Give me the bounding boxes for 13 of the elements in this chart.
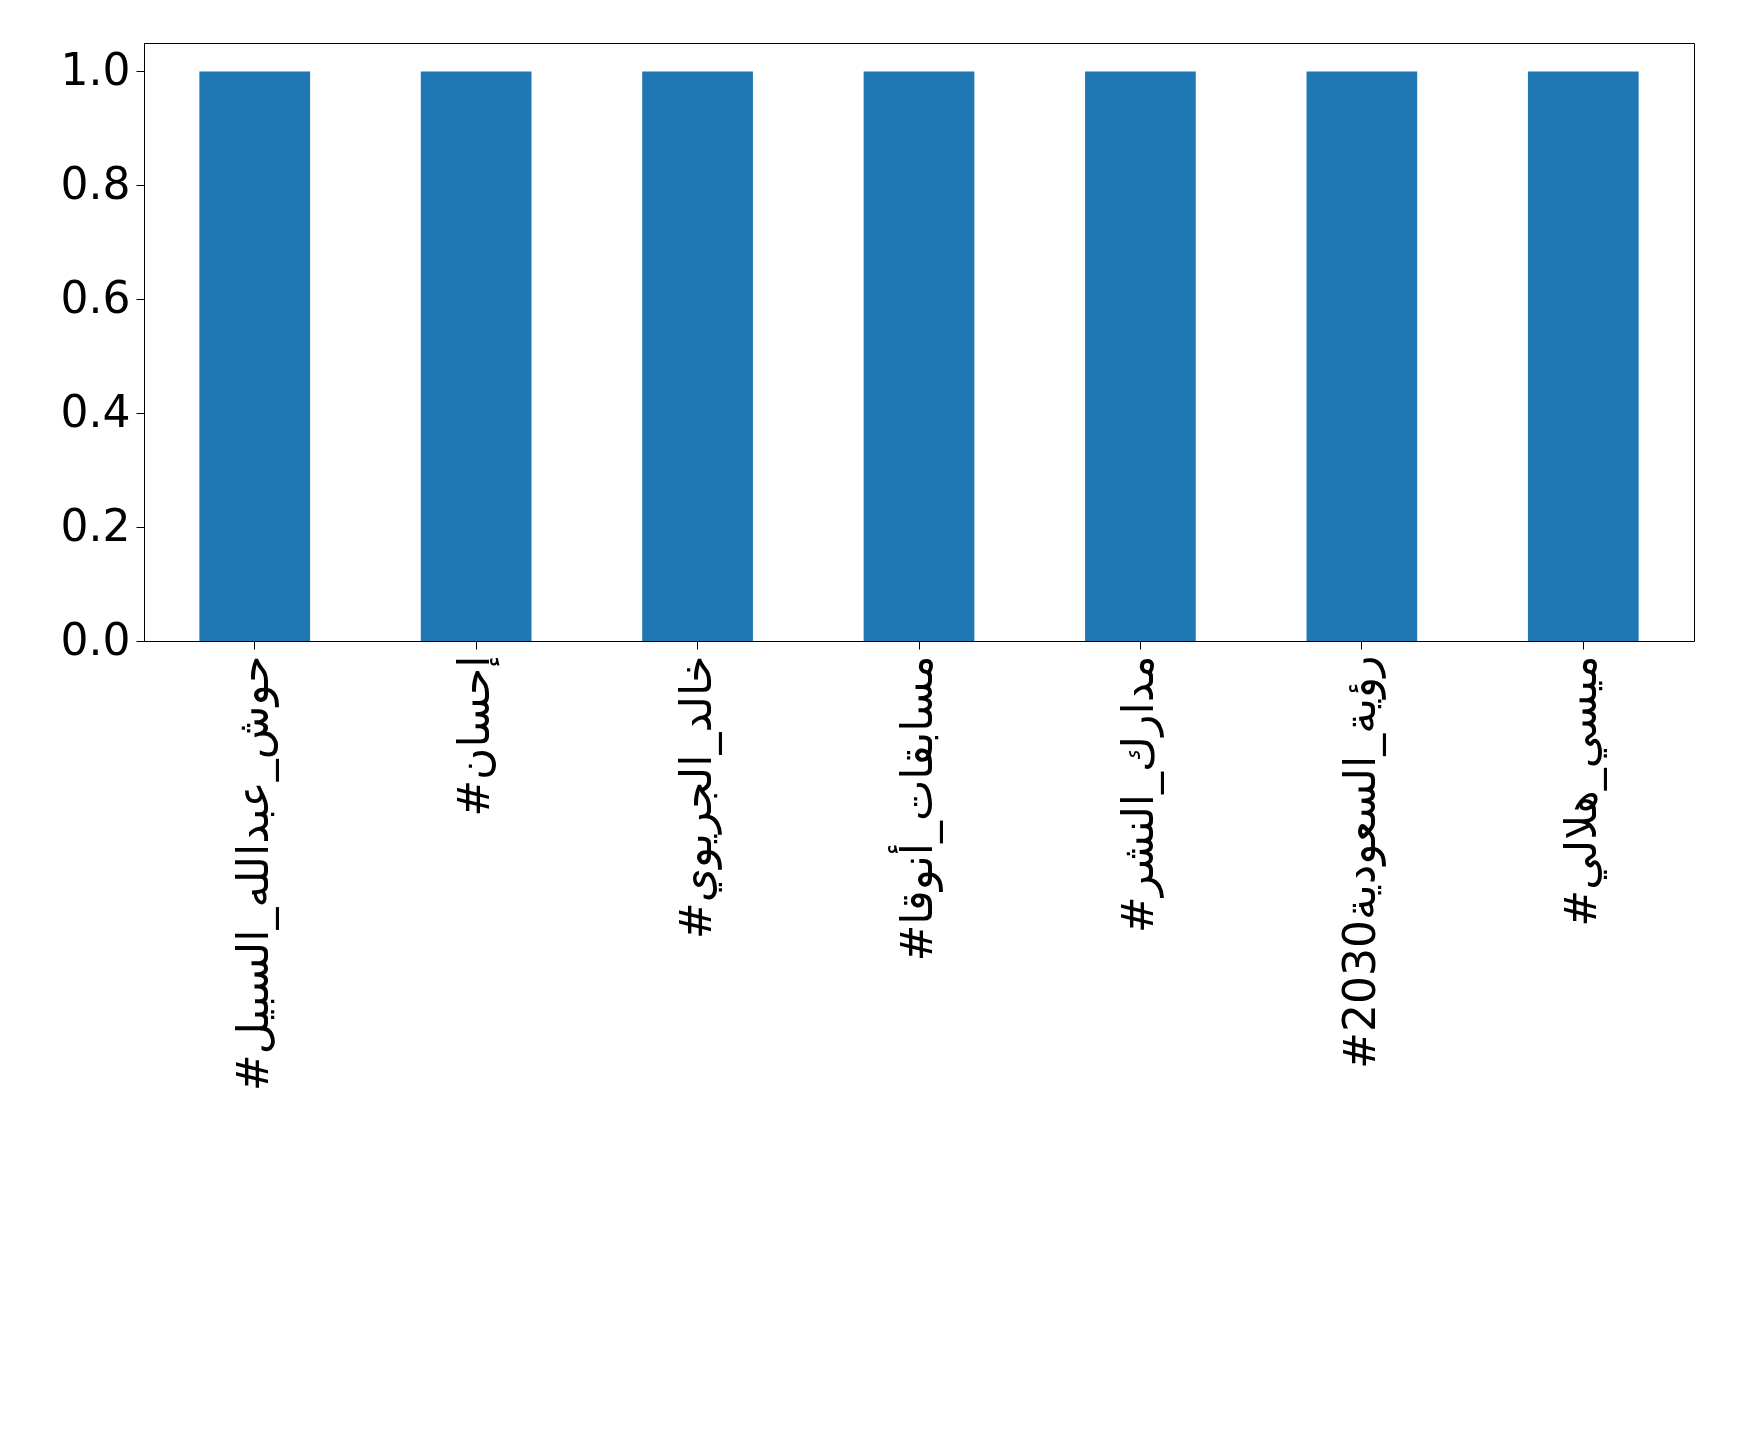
- x-tick-label: #ميسي_هلالي: [1555, 655, 1608, 927]
- y-tick-label: 0.8: [60, 157, 131, 209]
- x-tick-label: #إحسان: [448, 655, 501, 817]
- y-tick-label: 0.6: [60, 271, 131, 323]
- x-tick-label: #رؤية_السعودية2030: [1333, 655, 1386, 1069]
- x-tick-label: #مسابقات_أنوقا: [888, 655, 943, 962]
- y-tick-label: 1.0: [60, 43, 131, 95]
- y-tick-label: 0.4: [60, 385, 131, 437]
- x-tick-label: #حوش_عبدالله_السبيل: [226, 655, 279, 1092]
- x-tick-label: #خالد_الجريوي: [669, 655, 722, 940]
- x-tick-label: #مدارك_النشر: [1112, 655, 1165, 934]
- y-tick-label: 0.0: [60, 613, 131, 665]
- y-tick-label: 0.2: [60, 499, 131, 551]
